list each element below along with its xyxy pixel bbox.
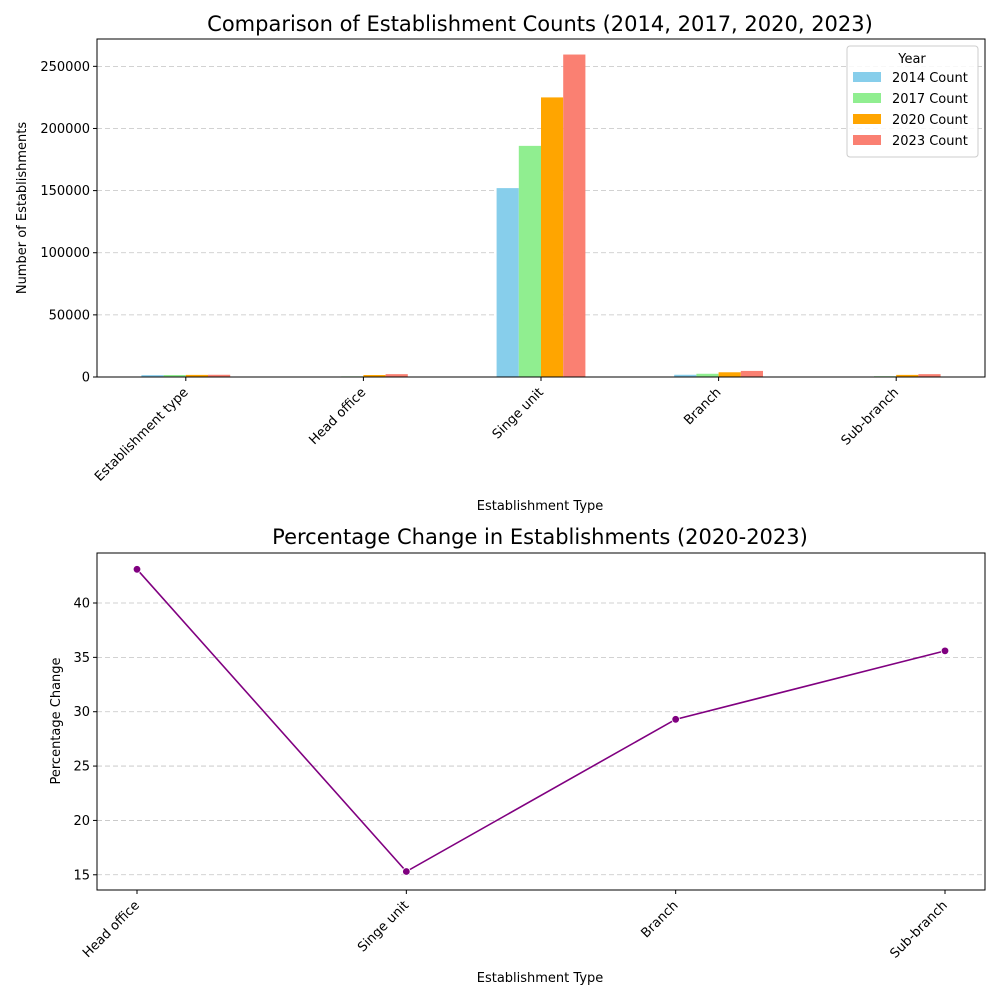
bar-3-4 [918,374,941,377]
bar-1-0 [163,375,186,377]
line-chart-point [402,867,411,876]
line-chart-gridlines [97,602,985,876]
line-chart-y-tick-label: 30 [73,705,90,720]
bar-0-2 [496,188,519,377]
legend-entries: 2014 Count 2017 Count 2020 Count 2023 Count [853,71,968,149]
line-chart-y-tick-label: 15 [73,868,90,883]
bar-chart-y-tick-label: 0 [82,371,90,386]
line-chart-point [671,715,680,724]
bar-2-2 [541,97,564,377]
bar-chart-y-tick-label: 50000 [49,308,90,323]
legend-swatch [853,135,881,145]
legend-entry-label: 2017 Count [892,92,968,107]
legend-swatch [853,114,881,124]
line-chart-y-ticks: 15 20 25 30 35 40 [73,597,97,883]
line-chart-series-line [136,568,946,873]
legend-swatch [853,72,881,82]
bar-chart-y-ticks: 0 50000 100000 150000 200000 250000 [40,60,97,386]
bar-chart-y-tick-label: 250000 [40,60,90,75]
bar-chart-y-tick-label: 100000 [40,246,90,261]
line-chart-plot-frame [96,552,986,891]
line-chart-y-tick-label: 20 [73,814,90,829]
bar-3-3 [740,370,763,377]
legend-entry-label: 2023 Count [892,134,968,149]
bar-2-0 [185,374,208,377]
bar-chart-legend: Year 2014 Count 2017 Count 2020 Count 2023 … [846,45,979,158]
bar-3-1 [385,374,408,377]
line-chart-y-tick-label: 25 [73,760,90,775]
bar-chart-bars [141,54,941,378]
legend-title: Year [897,52,926,67]
line-chart-y-axis-label: Percentage Change [49,657,64,784]
bar-chart-y-axis-label: Number of Establishments [15,122,30,295]
line-chart-y-tick-label: 40 [73,597,90,612]
bar-chart-title: Comparison of Establishment Counts (2014… [207,12,873,36]
bar-2-4 [896,374,919,377]
line-chart-x-axis-label: Establishment Type [477,971,604,986]
line-chart-title: Percentage Change in Establishments (202… [272,525,808,549]
bar-chart: Comparison of Establishment Counts (2014… [15,12,986,514]
bar-2-1 [363,375,386,377]
legend-entry-label: 2020 Count [892,113,968,128]
line-chart-point [940,646,950,656]
bar-3-0 [208,374,231,377]
bar-0-0 [141,375,164,377]
bar-0-3 [674,374,697,377]
bar-chart-y-tick-label: 200000 [40,122,90,137]
bar-1-3 [696,373,719,377]
bar-2-3 [718,372,741,377]
line-chart-point [132,565,142,574]
line-chart-series [132,565,950,876]
bar-chart-y-tick-label: 150000 [40,184,90,199]
bar-1-2 [518,145,541,377]
bar-3-2 [563,54,586,378]
bar-chart-x-axis-label: Establishment Type [477,499,604,514]
line-chart-y-tick-label: 35 [73,651,90,666]
legend-entry-label: 2014 Count [892,71,968,86]
legend-swatch [853,93,881,103]
